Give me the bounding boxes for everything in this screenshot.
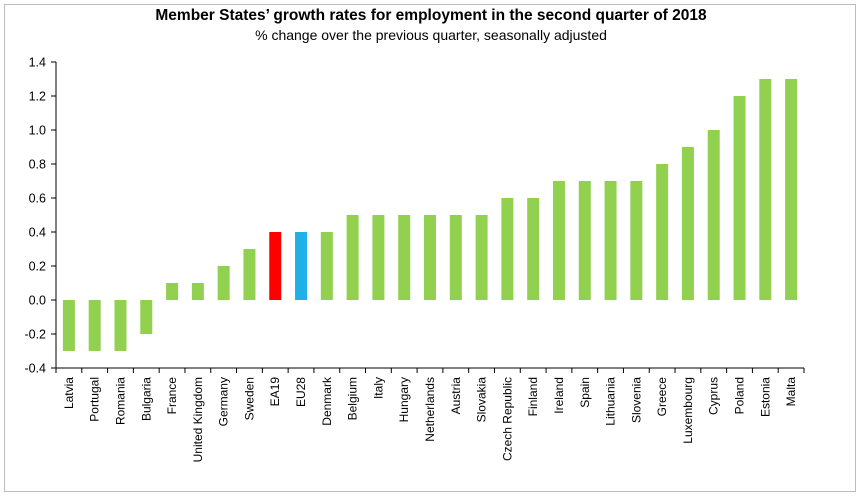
y-tick-label: -0.4 bbox=[24, 362, 46, 376]
bar-italy bbox=[372, 215, 385, 300]
category-label: Luxembourg bbox=[681, 377, 695, 444]
chart-subtitle: % change over the previous quarter, seas… bbox=[255, 27, 607, 43]
bar-latvia bbox=[62, 300, 75, 351]
category-label: Sweden bbox=[242, 377, 256, 420]
bar-denmark bbox=[320, 232, 333, 300]
y-tick-label: 0.0 bbox=[29, 294, 46, 308]
bar-sweden bbox=[243, 249, 256, 300]
category-label: Slovakia bbox=[475, 377, 489, 423]
y-tick-label: 0.6 bbox=[29, 192, 46, 206]
category-label: Denmark bbox=[320, 376, 334, 426]
y-axis-ticks: 1.4 1.2 1.0 0.8 0.6 0.4 0.2 0.0 -0.2 -0.4 bbox=[24, 56, 56, 376]
category-label: Germany bbox=[217, 377, 231, 426]
y-tick-label: 0.2 bbox=[29, 260, 46, 274]
bar-portugal bbox=[88, 300, 101, 351]
category-label: Finland bbox=[526, 377, 540, 416]
category-label: EA19 bbox=[268, 377, 282, 407]
category-label: Cyprus bbox=[707, 377, 721, 415]
bar-spain bbox=[578, 181, 591, 300]
bar-malta bbox=[785, 79, 798, 300]
category-label: Ireland bbox=[552, 377, 566, 414]
bar-greece bbox=[656, 164, 669, 300]
category-label: Netherlands bbox=[423, 377, 437, 442]
category-labels: Latvia Portugal Romania Bulgaria France Unite… bbox=[62, 376, 798, 462]
bar-slovenia bbox=[630, 181, 643, 300]
bar-slovakia bbox=[475, 215, 488, 300]
chart-frame bbox=[4, 4, 856, 492]
bar-lithuania bbox=[604, 181, 617, 300]
bar-france bbox=[166, 283, 179, 300]
bar-estonia bbox=[759, 79, 772, 300]
bar-eu28 bbox=[295, 232, 308, 300]
category-label: Czech Republic bbox=[500, 377, 514, 461]
category-label: EU28 bbox=[294, 377, 308, 407]
bar-austria bbox=[449, 215, 462, 300]
category-label: United Kingdom bbox=[191, 377, 205, 462]
bar-cyprus bbox=[707, 130, 720, 300]
category-label: Romania bbox=[113, 377, 127, 425]
y-tick-label: 0.8 bbox=[29, 158, 46, 172]
category-label: Austria bbox=[449, 377, 463, 415]
y-tick-label: 1.0 bbox=[29, 124, 46, 138]
bar-czech-republic bbox=[501, 198, 514, 300]
category-label: Belgium bbox=[346, 377, 360, 420]
category-label: Estonia bbox=[758, 377, 772, 417]
bar-netherlands bbox=[424, 215, 436, 300]
category-label: Poland bbox=[733, 377, 747, 414]
bar-ea19 bbox=[269, 232, 282, 300]
bars bbox=[62, 79, 798, 351]
category-label: Slovenia bbox=[629, 377, 643, 423]
bar-ireland bbox=[552, 181, 565, 300]
category-label: Bulgaria bbox=[139, 377, 153, 421]
bar-bulgaria bbox=[140, 300, 153, 334]
category-label: Spain bbox=[578, 377, 592, 408]
axes bbox=[55, 62, 805, 373]
y-tick-label: 1.2 bbox=[29, 90, 46, 104]
category-label: Italy bbox=[371, 377, 385, 399]
category-label: Malta bbox=[784, 377, 798, 407]
category-label: France bbox=[165, 377, 179, 415]
category-label: Portugal bbox=[88, 377, 102, 422]
chart-title: Member States’ growth rates for employme… bbox=[155, 7, 707, 24]
bar-united-kingdom bbox=[191, 283, 204, 300]
bar-romania bbox=[114, 300, 127, 351]
bar-germany bbox=[217, 266, 230, 300]
y-tick-label: 1.4 bbox=[29, 56, 46, 70]
y-tick-label: -0.2 bbox=[24, 328, 46, 342]
y-tick-label: 0.4 bbox=[29, 226, 46, 240]
bar-belgium bbox=[346, 215, 359, 300]
bar-hungary bbox=[398, 215, 411, 300]
bar-luxembourg bbox=[681, 147, 694, 300]
category-label: Latvia bbox=[62, 377, 76, 409]
bar-finland bbox=[527, 198, 540, 300]
category-label: Hungary bbox=[397, 377, 411, 422]
bar-poland bbox=[733, 96, 746, 300]
category-label: Greece bbox=[655, 377, 669, 417]
category-label: Lithuania bbox=[604, 377, 618, 426]
